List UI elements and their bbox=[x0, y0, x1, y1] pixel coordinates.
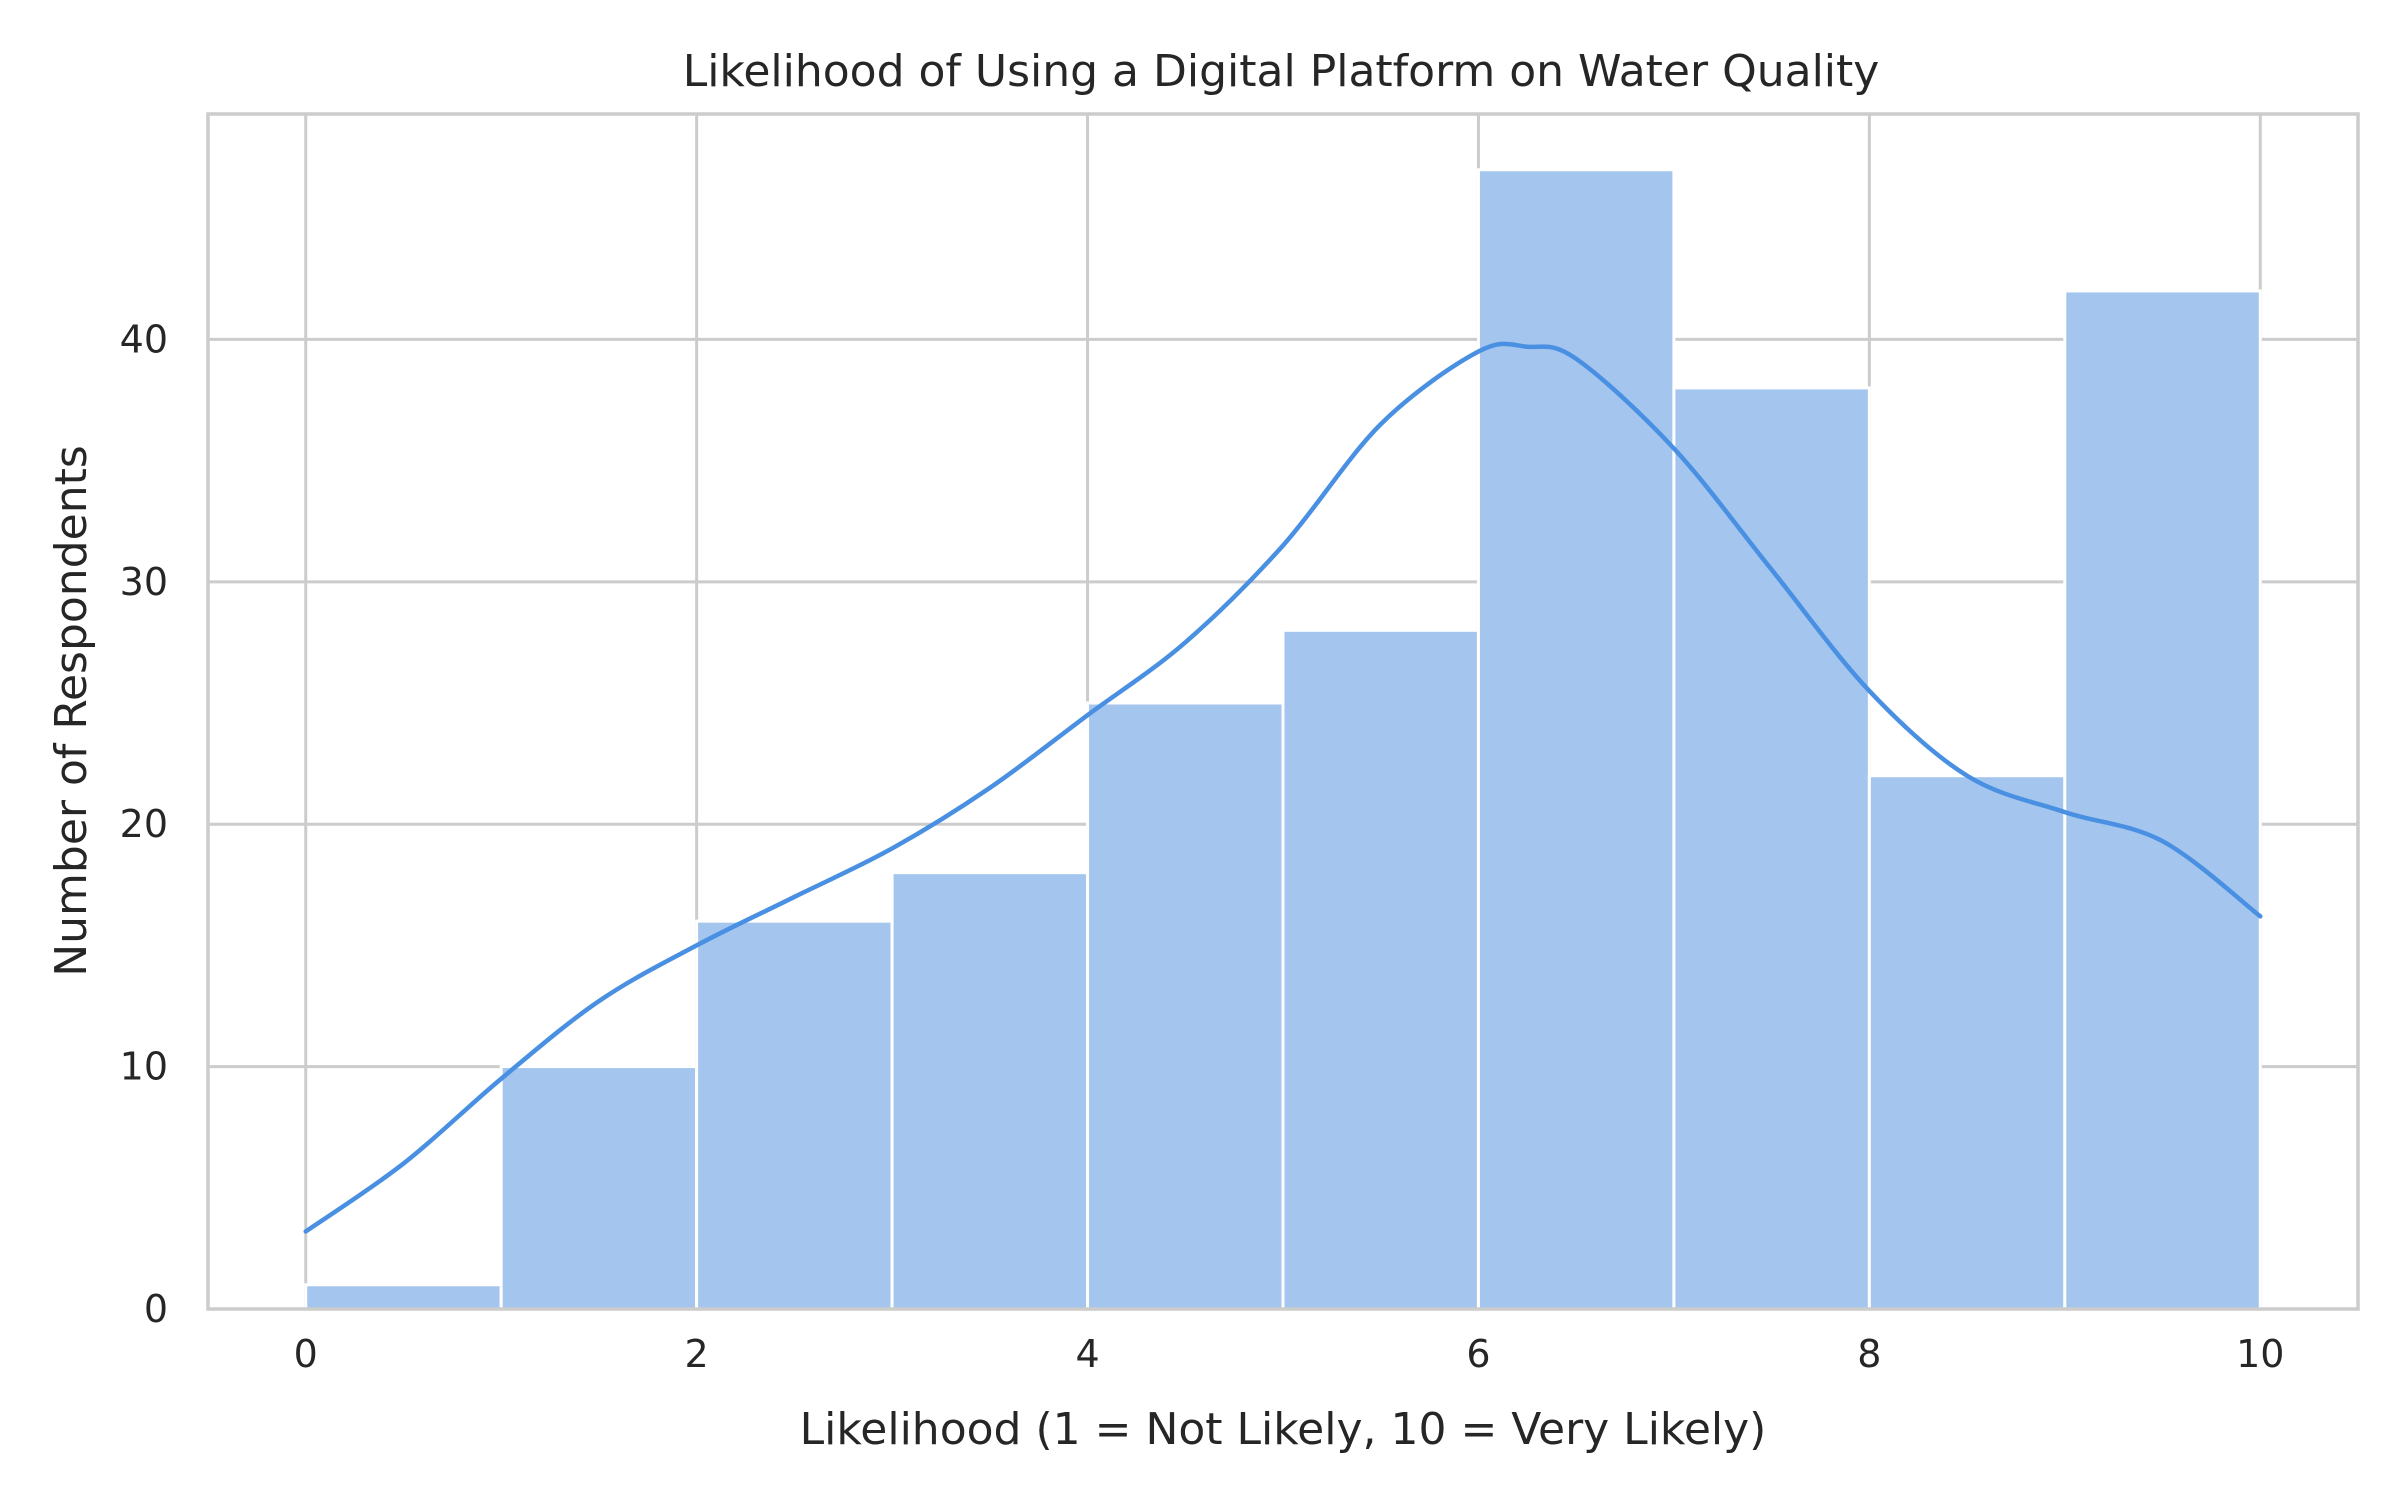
y-tick-label-10: 10 bbox=[120, 1045, 168, 1089]
y-tick-label-30: 30 bbox=[120, 560, 168, 604]
histogram-bar-5 bbox=[1086, 701, 1285, 1311]
plot-frame bbox=[206, 112, 2360, 1311]
y-tick-label-0: 0 bbox=[144, 1287, 168, 1331]
x-tick-label-8: 8 bbox=[1857, 1332, 1881, 1376]
x-tick-label-10: 10 bbox=[2236, 1332, 2284, 1376]
chart-title: Likelihood of Using a Digital Platform o… bbox=[683, 46, 1880, 97]
histogram-bar-1 bbox=[304, 1283, 503, 1311]
histogram-bar-8 bbox=[1672, 386, 1871, 1311]
bars-layer bbox=[304, 168, 2262, 1311]
ticks-layer: 0 2 4 6 8 10 0 10 20 30 40 bbox=[120, 317, 2285, 1376]
histogram-bar-2 bbox=[499, 1065, 699, 1311]
y-tick-label-20: 20 bbox=[120, 802, 168, 846]
histogram-bar-4 bbox=[890, 871, 1090, 1311]
x-axis-label: Likelihood (1 = Not Likely, 10 = Very Li… bbox=[800, 1404, 1767, 1455]
histogram-bar-7 bbox=[1476, 168, 1676, 1311]
histogram-bar-3 bbox=[695, 919, 894, 1311]
x-tick-label-0: 0 bbox=[294, 1332, 318, 1376]
x-tick-label-4: 4 bbox=[1075, 1332, 1099, 1376]
kde-curve bbox=[303, 341, 2263, 1234]
histogram-bar-9 bbox=[1867, 774, 2067, 1311]
histogram-bar-6 bbox=[1281, 628, 1480, 1311]
y-axis-label: Number of Respondents bbox=[46, 445, 97, 977]
y-tick-label-40: 40 bbox=[120, 317, 168, 361]
histogram-bar-10 bbox=[2063, 289, 2262, 1311]
x-tick-label-2: 2 bbox=[685, 1332, 709, 1376]
x-tick-label-6: 6 bbox=[1466, 1332, 1490, 1376]
kde-layer bbox=[303, 341, 2263, 1234]
